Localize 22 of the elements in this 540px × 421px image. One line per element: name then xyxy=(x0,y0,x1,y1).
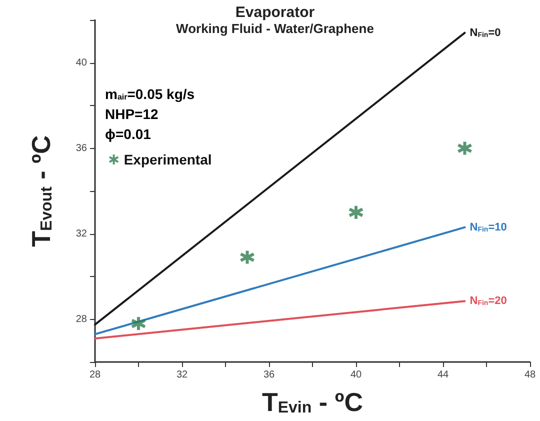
x-tick-label: 36 xyxy=(263,370,275,380)
x-tick-label: 44 xyxy=(437,370,449,380)
y-tick-label: 28 xyxy=(76,314,88,325)
legend-label: Experimental xyxy=(124,152,212,168)
point xyxy=(348,204,364,220)
chart-subtitle: Working Fluid - Water/Graphene xyxy=(176,21,374,36)
y-tick-label: 40 xyxy=(76,57,88,68)
annotation: mair=0.05 kg/s xyxy=(105,86,195,102)
point xyxy=(456,140,473,156)
x-axis-title: TEvin - ºC xyxy=(262,387,364,417)
y-axis-title: TEvout - ºC xyxy=(26,134,56,247)
x-tick-label: 40 xyxy=(350,370,362,380)
point xyxy=(239,249,256,266)
chart-title: Evaporator xyxy=(235,4,315,21)
x-tick-label: 48 xyxy=(524,370,536,380)
y-tick-label: 36 xyxy=(76,142,88,154)
annotation: NHP=12 xyxy=(105,106,159,122)
y-tick-label: 32 xyxy=(76,228,88,240)
point xyxy=(130,316,146,332)
x-tick-label: 32 xyxy=(176,370,188,380)
annotation: ϕ=0.01 xyxy=(105,126,152,142)
x-tick-label: 28 xyxy=(89,370,101,380)
